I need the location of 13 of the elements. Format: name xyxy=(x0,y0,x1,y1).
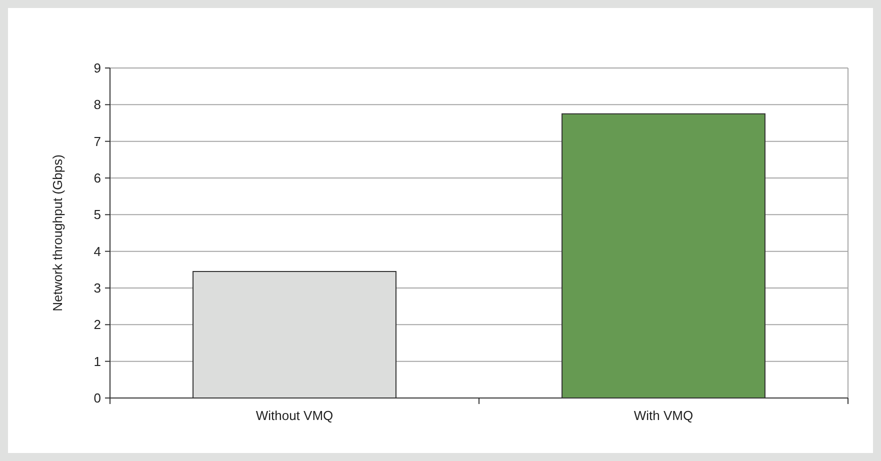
y-tick-label: 1 xyxy=(94,354,101,369)
y-tick-label: 8 xyxy=(94,97,101,112)
y-tick-label: 0 xyxy=(94,390,101,406)
y-tick-label: 7 xyxy=(94,134,101,149)
y-tick-label: 3 xyxy=(94,280,101,296)
y-tick-label: 2 xyxy=(94,317,101,332)
y-tick-label: 9 xyxy=(94,60,101,76)
y-tick-label: 5 xyxy=(94,207,101,222)
y-tick-label: 6 xyxy=(94,170,101,186)
x-tick-label: With VMQ xyxy=(634,408,694,423)
x-tick-label: Without VMQ xyxy=(256,408,334,423)
y-tick-label: 4 xyxy=(94,244,101,259)
y-axis-title: Network throughput (Gbps) xyxy=(50,154,65,312)
